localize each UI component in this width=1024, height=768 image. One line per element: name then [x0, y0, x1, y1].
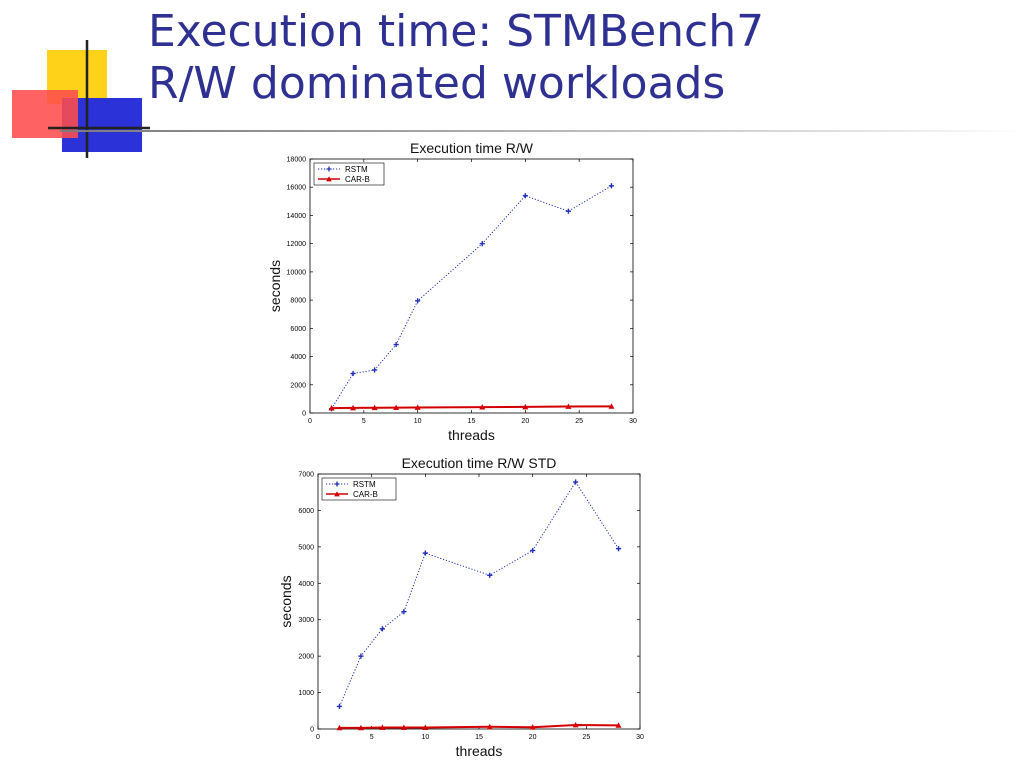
- x-axis-label: threads: [448, 427, 495, 443]
- x-tick-label: 25: [575, 418, 583, 425]
- legend-rstm-label: RSTM: [345, 165, 368, 174]
- series-car-b-point: [414, 404, 421, 410]
- y-tick-label: 18000: [287, 157, 307, 164]
- chart-rw-svg: Execution time R/W 0 5 10 15 20 25 30 0 2000 4000 6…: [267, 140, 637, 443]
- series-car-b-point: [393, 404, 400, 411]
- x-axis-label: threads: [456, 743, 503, 759]
- plot-frame: [317, 473, 641, 730]
- series-car-b-point: [336, 724, 343, 731]
- series-rstm-line: [331, 185, 612, 410]
- x-tick-label: 20: [521, 418, 529, 425]
- x-tick-label: 0: [308, 418, 312, 425]
- series-rstm-point: [422, 550, 428, 556]
- x-tick-label: 5: [370, 734, 374, 741]
- x-tick-label: 15: [468, 418, 476, 425]
- series-rstm-point: [415, 298, 421, 304]
- series-rstm-point: [565, 208, 571, 214]
- x-tick-label: 15: [475, 734, 483, 741]
- y-tick-label: 12000: [287, 241, 307, 248]
- chart-title: Execution time R/W STD: [402, 455, 557, 471]
- y-tick-label: 0: [310, 727, 314, 734]
- legend-car-b-marker: [334, 491, 340, 497]
- y-tick-label: 2000: [298, 654, 314, 661]
- x-tick-label: 10: [421, 734, 429, 741]
- series-car-b-point: [479, 404, 486, 410]
- series-rstm-point: [479, 241, 485, 247]
- series-car-b-point: [400, 724, 407, 730]
- plot-frame: [309, 158, 634, 414]
- y-tick-label: 0: [302, 411, 306, 418]
- x-tick-label: 25: [582, 734, 590, 741]
- x-tick-label: 30: [629, 418, 637, 425]
- series-rstm-point: [379, 626, 385, 632]
- series-car-b-point: [328, 405, 335, 411]
- y-tick-label: 4000: [290, 354, 306, 361]
- series-rstm-point: [350, 370, 356, 377]
- title-rule: [60, 130, 1024, 132]
- series-rstm-point: [530, 547, 536, 554]
- series-car-b-point: [371, 404, 378, 411]
- series-rstm-point: [608, 183, 615, 189]
- series-rstm-point: [573, 479, 579, 485]
- slide-title: Execution time: STMBench7 R/W dominated …: [148, 6, 764, 110]
- y-tick-label: 10000: [287, 269, 307, 276]
- y-axis-label: seconds: [267, 260, 283, 312]
- series-rstm-point: [487, 572, 493, 578]
- series-rstm-point: [393, 341, 399, 348]
- slide-logo-decoration: [12, 40, 150, 158]
- y-axis-label: seconds: [278, 575, 294, 627]
- legend-car-b-label: CAR-B: [345, 175, 370, 184]
- series-rstm-point: [358, 653, 364, 659]
- series-car-b-point: [529, 724, 536, 730]
- x-tick-label: 0: [316, 734, 320, 741]
- chart-rw-std-svg: Execution time R/W STD 0 5 10 15 20 25 30 0 1000 2…: [278, 455, 644, 759]
- legend-car-b-marker: [326, 176, 332, 182]
- series-car-b-point: [357, 724, 364, 731]
- series-car-b-point: [522, 403, 529, 410]
- y-tick-label: 2000: [290, 382, 306, 389]
- series-rstm-point: [372, 367, 378, 373]
- x-tick-label: 10: [414, 418, 422, 425]
- series-car-b-point: [379, 724, 386, 730]
- y-tick-label: 14000: [287, 213, 307, 220]
- series-rstm-point: [522, 193, 528, 199]
- y-tick-label: 4000: [298, 581, 314, 588]
- chart-title: Execution time R/W: [410, 140, 534, 156]
- chart-rw-std: Execution time R/W STD 0 5 10 15 20 25 30 0 1000 2…: [272, 450, 650, 767]
- series-car-b-point: [572, 721, 579, 728]
- x-tick-label: 30: [636, 734, 644, 741]
- slide-title-line1: Execution time: STMBench7: [148, 6, 765, 57]
- y-tick-label: 5000: [298, 544, 314, 551]
- chart-rw: Execution time R/W 0 5 10 15 20 25 30 0 2000 4000 6…: [262, 134, 642, 451]
- series-car-b-point: [565, 403, 572, 409]
- series-car-b-point: [615, 722, 622, 728]
- y-tick-label: 8000: [290, 298, 306, 305]
- x-tick-label: 20: [529, 734, 537, 741]
- series-rstm-point: [401, 609, 407, 615]
- series-car-b-point: [608, 403, 615, 409]
- x-tick-label: 5: [362, 418, 366, 425]
- series-car-b-point: [350, 404, 357, 411]
- y-tick-label: 16000: [287, 185, 307, 192]
- series-rstm-line: [339, 481, 619, 707]
- y-tick-label: 7000: [298, 472, 314, 479]
- y-tick-label: 6000: [290, 326, 306, 333]
- y-tick-label: 1000: [298, 690, 314, 697]
- legend-rstm-label: RSTM: [353, 480, 376, 489]
- series-rstm-point: [615, 546, 622, 552]
- series-car-b-point: [422, 724, 429, 730]
- series-car-b-point: [486, 723, 493, 730]
- series-rstm-point: [336, 703, 343, 710]
- slide-title-line2: R/W dominated workloads: [148, 58, 726, 109]
- legend-car-b-label: CAR-B: [353, 490, 378, 499]
- y-tick-label: 6000: [298, 508, 314, 515]
- y-tick-label: 3000: [298, 617, 314, 624]
